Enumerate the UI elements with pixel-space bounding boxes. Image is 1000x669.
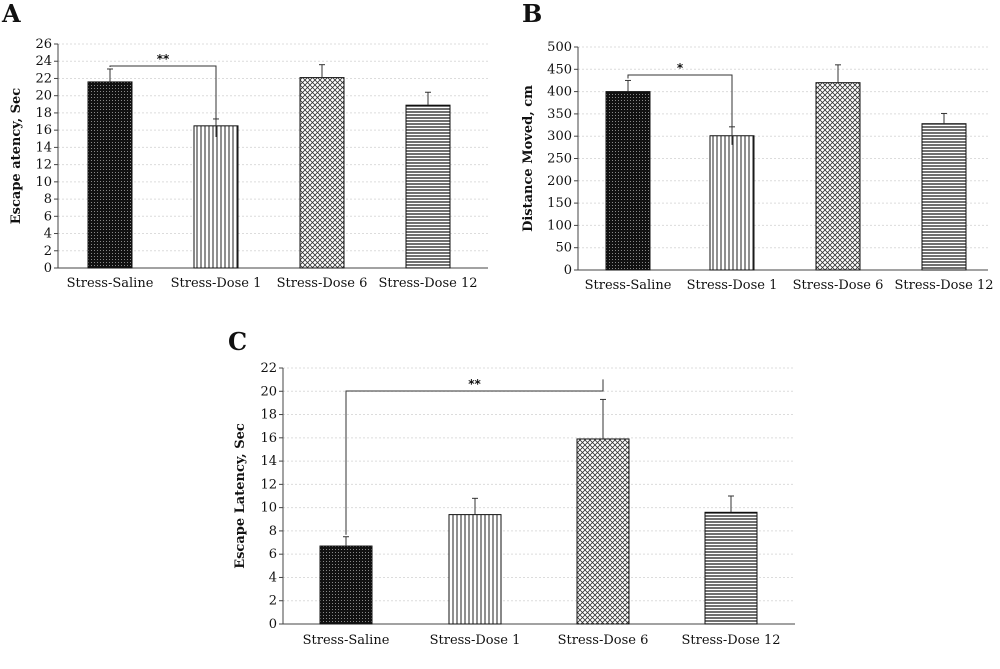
x-category-label-b-3: Stress-Dose 6 <box>793 278 884 293</box>
panel-letter-a: A <box>1 0 21 28</box>
y-tick-label-c-2: 2 <box>269 594 277 609</box>
y-tick-label-b-300: 300 <box>547 129 572 144</box>
y-tick-label-c-14: 14 <box>260 454 277 469</box>
y-tick-label-c-8: 8 <box>269 524 277 539</box>
y-tick-label-a-26: 26 <box>35 37 52 52</box>
x-category-label-c-3: Stress-Dose 6 <box>558 633 649 648</box>
bar-c-4 <box>704 511 758 625</box>
x-category-label-b-1: Stress-Saline <box>585 278 672 293</box>
y-tick-label-b-250: 250 <box>547 152 572 167</box>
panel-b: B 0 50 100 150 200 250 300 350 400 450 500 Stress-S… <box>500 0 1000 300</box>
panel-letter-b: B <box>522 0 542 28</box>
bar-a-2 <box>193 125 239 269</box>
x-category-label-a-3: Stress-Dose 6 <box>277 276 368 291</box>
y-tick-label-c-18: 18 <box>260 408 277 423</box>
y-tick-label-b-400: 400 <box>547 85 572 100</box>
bar-b-2 <box>709 135 755 271</box>
y-tick-label-b-150: 150 <box>547 196 572 211</box>
panel-a: A 0 2 4 6 8 10 12 14 16 18 20 22 24 26 Stress-Saline St… <box>0 0 500 300</box>
bar-a-3 <box>299 77 345 269</box>
y-tick-label-a-10: 10 <box>35 175 52 190</box>
significance-label-a: ** <box>157 52 170 66</box>
y-tick-label-b-50: 50 <box>555 241 572 256</box>
y-tick-label-a-12: 12 <box>35 158 52 173</box>
y-tick-label-a-16: 16 <box>35 123 52 138</box>
x-category-label-c-4: Stress-Dose 12 <box>681 633 780 648</box>
y-tick-label-c-4: 4 <box>269 570 277 585</box>
y-tick-label-a-0: 0 <box>44 261 52 276</box>
x-category-label-a-2: Stress-Dose 1 <box>171 276 262 291</box>
y-tick-label-c-10: 10 <box>260 501 277 516</box>
significance-label-c: ** <box>468 377 481 391</box>
bar-a-4 <box>405 104 451 269</box>
y-axis-title-a: Escape atency, Sec <box>9 88 24 225</box>
y-tick-label-b-100: 100 <box>547 218 572 233</box>
significance-label-b: * <box>677 61 684 75</box>
y-tick-label-a-6: 6 <box>44 209 52 224</box>
bar-c-3 <box>576 438 630 625</box>
y-tick-label-c-20: 20 <box>260 384 277 399</box>
x-category-label-b-4: Stress-Dose 12 <box>894 278 993 293</box>
y-tick-label-b-350: 350 <box>547 107 572 122</box>
bar-chart-b: B 0 50 100 150 200 250 300 350 400 450 500 Stress-S… <box>521 0 994 293</box>
y-tick-label-c-16: 16 <box>260 431 277 446</box>
bar-a-1 <box>87 81 133 269</box>
y-tick-label-b-500: 500 <box>547 40 572 55</box>
y-tick-label-c-22: 22 <box>260 361 277 376</box>
panel-c: C 0 2 4 6 8 10 12 14 16 18 20 22 Stress-Saline Stress… <box>220 320 820 669</box>
x-category-label-b-2: Stress-Dose 1 <box>687 278 778 293</box>
y-tick-label-c-12: 12 <box>260 477 277 492</box>
y-tick-label-a-20: 20 <box>35 89 52 104</box>
bar-c-1 <box>319 545 373 625</box>
bar-chart-c: C 0 2 4 6 8 10 12 14 16 18 20 22 Stress-Saline Stress… <box>228 327 795 648</box>
panel-letter-c: C <box>228 327 247 356</box>
y-tick-label-a-2: 2 <box>44 244 52 259</box>
y-tick-label-a-4: 4 <box>44 227 52 242</box>
y-tick-label-b-200: 200 <box>547 174 572 189</box>
significance-bracket-c <box>345 379 604 535</box>
y-tick-label-c-6: 6 <box>269 547 277 562</box>
y-axis-title-b: Distance Moved, cm <box>521 85 536 232</box>
y-axis-title-c: Escape Latency, Sec <box>233 423 248 569</box>
y-tick-label-a-24: 24 <box>35 54 52 69</box>
y-tick-label-a-22: 22 <box>35 71 52 86</box>
bar-b-1 <box>605 91 651 271</box>
x-category-label-a-4: Stress-Dose 12 <box>378 276 477 291</box>
y-tick-label-b-0: 0 <box>564 263 572 278</box>
bar-c-2 <box>448 514 502 625</box>
y-tick-label-a-8: 8 <box>44 192 52 207</box>
x-category-label-a-1: Stress-Saline <box>67 276 154 291</box>
y-tick-label-c-0: 0 <box>269 617 277 632</box>
y-tick-label-a-14: 14 <box>35 140 52 155</box>
y-tick-label-a-18: 18 <box>35 106 52 121</box>
x-category-label-c-1: Stress-Saline <box>303 633 390 648</box>
x-category-label-c-2: Stress-Dose 1 <box>430 633 521 648</box>
y-tick-label-b-450: 450 <box>547 62 572 77</box>
bar-b-3 <box>815 82 861 271</box>
significance-bracket-b <box>627 74 733 145</box>
bar-b-4 <box>921 123 967 271</box>
significance-bracket-a <box>109 65 217 137</box>
